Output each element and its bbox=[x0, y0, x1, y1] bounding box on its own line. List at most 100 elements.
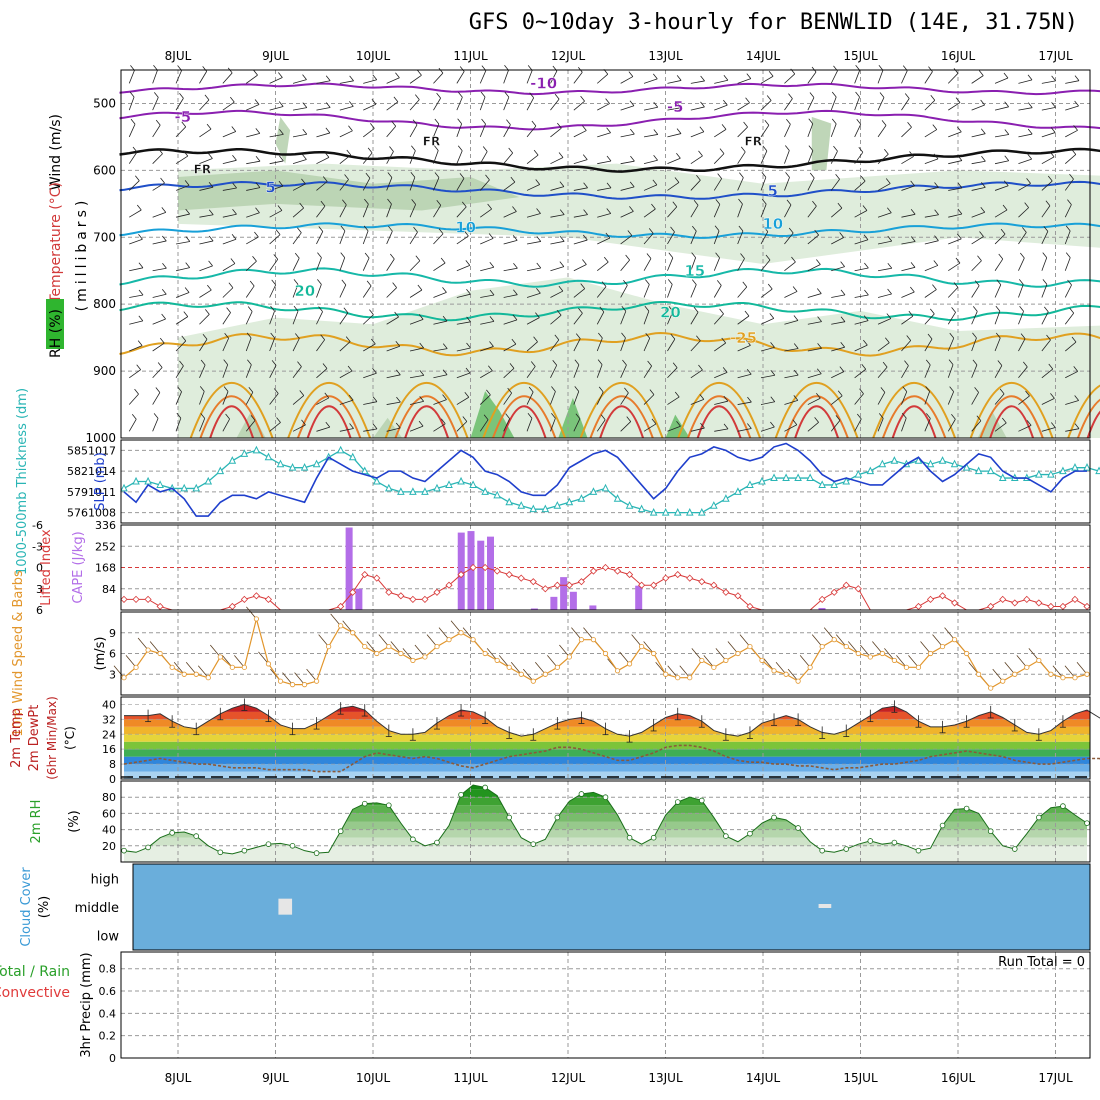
heat-arch bbox=[1086, 410, 1100, 439]
wind-barb bbox=[994, 337, 1001, 352]
wind-barb-flag bbox=[411, 199, 416, 205]
wind-barb bbox=[1041, 80, 1056, 84]
wind-barb-flag bbox=[138, 289, 144, 296]
wind-barb-flag bbox=[927, 333, 933, 340]
wind-barb bbox=[175, 418, 182, 432]
wind10m-barb bbox=[306, 668, 317, 682]
wind-barb-flag bbox=[301, 178, 306, 185]
wind-barb bbox=[1041, 156, 1055, 165]
wind-barb-flag bbox=[1000, 228, 1006, 235]
thickness-point bbox=[1083, 463, 1091, 471]
rh-band bbox=[124, 821, 1087, 830]
wind-barb-flag bbox=[621, 332, 626, 339]
wind-barb-flag bbox=[1004, 101, 1009, 108]
wind-barb bbox=[994, 258, 1004, 271]
wind-barb bbox=[386, 427, 401, 432]
thickness-point bbox=[204, 476, 213, 485]
rh-region bbox=[977, 411, 1007, 438]
wind-barb-flag bbox=[278, 180, 284, 187]
wind-barb-flag bbox=[342, 199, 347, 206]
wind-barb-flag bbox=[184, 180, 190, 186]
wind-barb bbox=[269, 77, 283, 84]
wind-barb-flag bbox=[1022, 227, 1027, 233]
y-tick-label-temp: 16 bbox=[102, 743, 116, 756]
wind10m-barb bbox=[426, 634, 438, 647]
contour-label: 15 bbox=[684, 262, 705, 280]
ylabel-minmax: (6hr Min/Max) bbox=[45, 696, 59, 780]
rh2m-point bbox=[578, 791, 585, 797]
wind-speed-point bbox=[169, 664, 175, 670]
y-tick-label-cape: 168 bbox=[95, 562, 116, 575]
wind-barb bbox=[901, 365, 909, 378]
wind-barb-flag bbox=[130, 118, 136, 125]
wind-barb bbox=[129, 209, 142, 218]
wind-barb bbox=[784, 374, 799, 379]
thickness-point bbox=[300, 463, 309, 471]
wind-speed-point bbox=[723, 657, 729, 664]
wind-barb bbox=[433, 374, 448, 379]
x-tick-label-bottom: 16JUL bbox=[941, 1071, 976, 1085]
rh-band bbox=[124, 845, 1087, 862]
ylabel-cape: CAPE (J/kg) bbox=[71, 531, 86, 603]
wind-barb bbox=[175, 185, 190, 191]
wind-barb-flag bbox=[840, 261, 845, 267]
lifted-index-point bbox=[409, 595, 417, 603]
wind-barb bbox=[1064, 154, 1077, 164]
wind-barb bbox=[690, 230, 697, 245]
wind-barb-flag bbox=[278, 72, 283, 78]
wind-barb-flag bbox=[246, 332, 252, 339]
rh2m-point bbox=[313, 850, 320, 856]
heat-arch bbox=[794, 405, 840, 439]
wind-speed-point bbox=[602, 650, 609, 657]
wind-barb-flag bbox=[746, 73, 752, 79]
wind-barb-flag bbox=[738, 198, 743, 205]
wind-barb-flag bbox=[786, 199, 792, 206]
wind-speed-point bbox=[205, 675, 211, 681]
wind-barb-flag bbox=[270, 305, 275, 312]
wind-barb-flag bbox=[348, 394, 354, 401]
wind-barb bbox=[316, 181, 328, 191]
temp-band bbox=[124, 756, 1090, 765]
rh2m-point bbox=[843, 846, 850, 852]
wind-barb bbox=[269, 337, 276, 352]
wind-barb bbox=[877, 418, 884, 432]
wind-barb-flag bbox=[1018, 279, 1024, 285]
wind10m-barb bbox=[342, 620, 354, 634]
wind-barb bbox=[550, 214, 565, 218]
wind-barb-flag bbox=[131, 413, 137, 420]
wind10m-barb bbox=[920, 641, 931, 654]
wind-barb bbox=[1018, 183, 1031, 191]
wind-barb-flag bbox=[951, 414, 956, 420]
wind-barb bbox=[362, 204, 369, 218]
wind-barb bbox=[854, 96, 860, 111]
heat-arch bbox=[482, 381, 567, 439]
wind-barb-flag bbox=[907, 121, 912, 128]
wind-barb-flag bbox=[162, 235, 167, 242]
wind-barb-flag bbox=[738, 225, 744, 232]
rh2m-point bbox=[458, 791, 464, 798]
wind-barb-flag bbox=[770, 342, 775, 348]
wind-barb-flag bbox=[488, 233, 494, 239]
wind-barb-flag bbox=[1073, 366, 1079, 372]
wind-barb-flag bbox=[855, 65, 860, 71]
rh2m-point bbox=[771, 814, 777, 821]
lifted-index-point bbox=[565, 581, 573, 589]
wind-speed-point bbox=[819, 643, 825, 650]
wind-barb-flag bbox=[371, 99, 377, 105]
wind-barb bbox=[971, 133, 986, 138]
wind-barb bbox=[269, 234, 281, 245]
wind-barb bbox=[643, 134, 658, 138]
cloud-frame bbox=[132, 863, 1091, 951]
rh-region bbox=[665, 414, 690, 438]
wind-barb-flag bbox=[558, 152, 564, 158]
wind-barb-flag bbox=[1022, 361, 1028, 368]
wind-barb bbox=[1018, 158, 1032, 165]
wind-barb-flag bbox=[793, 343, 799, 349]
wind-barb-flag bbox=[629, 181, 635, 188]
wind-barb bbox=[456, 265, 470, 272]
wind-barb-flag bbox=[489, 262, 495, 268]
heat-arch bbox=[296, 395, 362, 439]
wind-barb bbox=[339, 154, 352, 164]
wind-barb-flag bbox=[317, 279, 322, 285]
wind-barb bbox=[1018, 338, 1026, 352]
